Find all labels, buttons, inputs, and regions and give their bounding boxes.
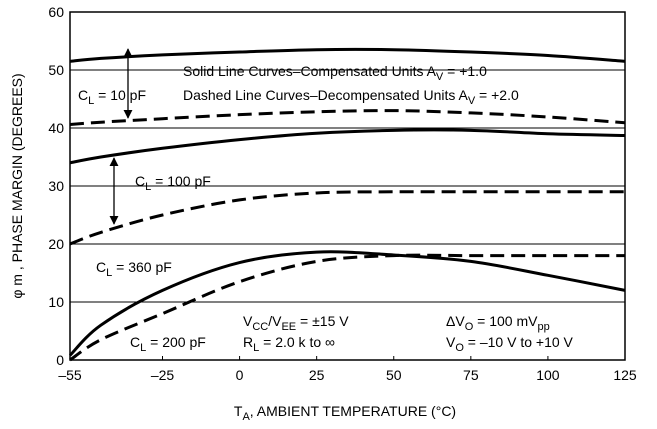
solid-curve [69,47,626,63]
text-part: T [234,403,243,419]
text-part: = 360 pF [112,259,172,275]
annotation: CL = 360 pF [96,259,172,279]
subscript: L [140,342,146,354]
dashed-curve [69,109,626,127]
text-part: = –10 V to +10 V [464,334,574,350]
text-part: R [243,334,253,350]
subscript: V [468,95,476,107]
subscript: O [465,321,474,333]
annotation: Solid Line Curves–Compensated Units AV =… [183,63,487,83]
text-part: C [96,259,106,275]
text-part: C [130,334,140,350]
text-part: C [78,87,88,103]
text-part: = +2.0 [475,87,519,103]
text-part: = 200 pF [146,334,206,350]
x-tick-label: –55 [58,367,82,383]
subscript: A [242,411,250,423]
annotation: RL = 2.0 k to ∞ [243,334,335,354]
text-part: , AMBIENT TEMPERATURE (°C) [250,403,456,419]
y-tick-label: 10 [48,294,64,310]
annotations: Solid Line Curves–Compensated Units AV =… [78,63,574,354]
subscript: EE [281,321,296,333]
text-part: = 100 mV [473,313,538,329]
dashed-curve [69,190,625,246]
annotation: VO = –10 V to +10 V [446,334,574,354]
subscript: L [145,181,151,193]
x-tick-label: 50 [386,367,402,383]
text-part: Solid Line Curves–Compensated Units A [183,63,437,79]
text-part: = 100 pF [151,173,211,189]
text-part: /V [268,313,282,329]
y-tick-label: 30 [48,178,64,194]
text-part: = 2.0 k to ∞ [259,334,335,350]
subscript: pp [537,321,549,333]
annotation: ΔVO = 100 mVpp [446,313,550,333]
x-axis-title: TA, AMBIENT TEMPERATURE (°C) [234,403,456,423]
text-part: C [135,173,145,189]
subscript: L [106,267,112,279]
text-part: V [446,334,456,350]
x-tick-label: 0 [236,367,244,383]
x-tick-label: 25 [309,367,325,383]
plot-frame [69,11,626,361]
plot-lines [68,47,626,362]
subscript: L [253,342,259,354]
annotation: CL = 100 pF [135,173,211,193]
text-part: V [243,313,253,329]
annotation: CL = 200 pF [130,334,206,354]
text-part: ΔV [446,313,465,329]
dashed-curve [69,253,625,362]
y-axis-title: φ m , PHASE MARGIN (DEGREES) [9,73,25,298]
text-part: = 10 pF [94,87,146,103]
y-tick-label: 0 [56,352,64,368]
solid-curve [69,128,626,165]
subscript: O [455,342,464,354]
annotation: VCC/VEE = ±15 V [243,313,349,333]
x-tick-label: 100 [536,367,560,383]
x-tick-label: 125 [613,367,637,383]
y-tick-label: 20 [48,236,64,252]
text-part: = ±15 V [296,313,349,329]
y-tick-label: 40 [48,120,64,136]
x-tick-label: –25 [151,367,175,383]
y-tick-label: 60 [48,4,64,20]
subscript: L [88,95,94,107]
x-tick-label: 75 [463,367,479,383]
text-part: Dashed Line Curves–Decompensated Units A [183,87,468,103]
annotation: Dashed Line Curves–Decompensated Units A… [183,87,519,107]
text-part: = +1.0 [443,63,487,79]
y-tick-label: 50 [48,62,64,78]
subscript: V [436,71,444,83]
subscript: CC [252,321,268,333]
solid-curve [68,250,626,357]
annotation: CL = 10 pF [78,87,146,107]
